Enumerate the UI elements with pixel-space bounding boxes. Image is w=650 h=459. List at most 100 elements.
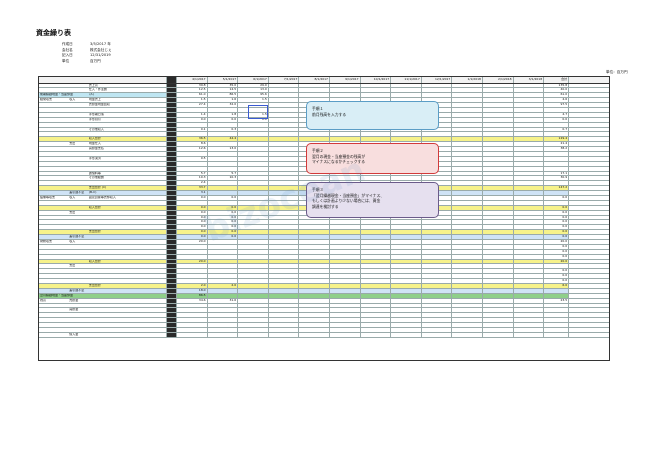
value-cell: 33.7 xyxy=(177,186,208,191)
value-cell xyxy=(177,269,208,274)
value-cell xyxy=(361,298,392,303)
row-label-part: 買掛金 xyxy=(69,308,79,312)
row-label-part xyxy=(40,264,69,268)
row-spacer xyxy=(167,264,177,269)
value-cell xyxy=(269,181,300,186)
row-label xyxy=(39,328,167,332)
value-cell xyxy=(391,274,422,279)
value-cell xyxy=(330,88,361,93)
value-cell xyxy=(360,259,392,264)
table-row: 0.0 xyxy=(39,269,609,275)
total-cell: 21.4 xyxy=(544,142,570,147)
value-cell xyxy=(482,235,514,239)
row-spacer xyxy=(167,181,177,186)
value-cell: 35.0 xyxy=(208,83,239,88)
row-label-part xyxy=(69,216,89,220)
value-cell xyxy=(238,313,269,318)
row-spacer xyxy=(167,318,177,323)
value-cell xyxy=(422,274,453,279)
value-cell xyxy=(269,156,300,161)
value-cell xyxy=(514,298,545,303)
value-cell: 0.0 xyxy=(208,225,239,230)
value-cell: 14.5 xyxy=(208,88,239,93)
value-cell xyxy=(177,200,208,205)
meta-row: 会社名 株式会社じぇ xyxy=(62,48,112,54)
value-cell xyxy=(422,151,453,156)
row-label: 売掛金現金回収 xyxy=(39,103,167,107)
value-cell xyxy=(361,240,392,244)
value-cell xyxy=(238,279,269,284)
row-spacer xyxy=(167,112,177,117)
row-spacer xyxy=(167,332,177,337)
total-cell xyxy=(544,151,570,156)
value-cell xyxy=(361,313,392,318)
value-cell xyxy=(238,127,269,132)
row-label-part xyxy=(89,255,165,259)
row-label-part xyxy=(40,108,69,112)
value-cell xyxy=(514,103,545,107)
value-cell xyxy=(514,303,545,308)
value-cell xyxy=(391,88,422,93)
value-cell xyxy=(452,142,483,147)
row-label: 仕入・外注費 xyxy=(39,88,167,93)
row-label-part xyxy=(89,289,165,293)
value-cell xyxy=(452,191,483,195)
value-cell xyxy=(269,200,300,205)
row-label-part xyxy=(40,211,69,215)
row-label-part xyxy=(89,211,165,215)
value-cell xyxy=(482,230,514,235)
value-cell xyxy=(238,215,269,220)
row-label-part xyxy=(69,103,89,107)
table-row: その他経費 10.3 10.3 30.9 xyxy=(39,176,609,182)
value-cell xyxy=(483,112,514,117)
value-cell xyxy=(391,259,422,264)
row-label: 支出合計 xyxy=(39,284,167,288)
value-cell xyxy=(177,303,208,308)
row-label-part: 支出 xyxy=(69,210,76,214)
value-cell xyxy=(513,186,545,191)
row-label xyxy=(39,225,167,230)
row-label-part xyxy=(40,269,69,273)
value-cell xyxy=(513,205,545,210)
value-cell xyxy=(299,83,330,88)
value-cell xyxy=(483,103,514,107)
row-label-part xyxy=(40,132,69,136)
row-label-part xyxy=(69,137,89,141)
value-cell xyxy=(391,328,422,332)
value-cell xyxy=(452,215,483,220)
table-row: 支出合計 2.0 2.0 6.0 xyxy=(39,284,609,289)
value-cell xyxy=(238,230,269,235)
step3-callout: 手順３ 「翌月繰越現金・当座預金」がマイナス、 もしくは計画より少ない場合には、… xyxy=(306,182,439,218)
value-cell xyxy=(177,279,208,284)
total-cell xyxy=(544,303,570,308)
row-spacer xyxy=(167,303,177,308)
value-cell xyxy=(514,220,545,225)
row-label: 残高 売掛金 xyxy=(39,298,167,303)
value-cell xyxy=(361,269,392,274)
value-cell xyxy=(299,244,330,249)
row-label-part xyxy=(40,274,69,278)
row-label-part: 差引過不足 xyxy=(69,288,85,292)
row-label xyxy=(39,318,167,323)
month-header: 11/1/2017 xyxy=(391,77,422,83)
value-cell xyxy=(452,83,483,88)
value-cell xyxy=(177,107,208,112)
value-cell xyxy=(361,274,392,279)
table-row: 0.0 xyxy=(39,274,609,280)
value-cell xyxy=(269,161,300,166)
row-label-part xyxy=(70,294,89,298)
value-cell xyxy=(360,230,392,235)
value-cell xyxy=(482,191,514,195)
value-cell xyxy=(268,288,300,293)
value-cell xyxy=(269,225,300,230)
value-cell xyxy=(514,215,545,220)
table-row: 借入金 xyxy=(39,332,609,338)
value-cell: 3.1 xyxy=(177,191,208,195)
value-cell xyxy=(238,181,269,186)
value-cell xyxy=(208,279,239,284)
row-label-part xyxy=(40,323,69,327)
total-cell xyxy=(544,161,570,166)
row-spacer xyxy=(167,259,177,264)
meta-block: 作成日 3/5/2017 年 会社名 株式会社じぇ 記入日 12/31/2019 単位… xyxy=(62,42,112,64)
row-label-part xyxy=(89,162,165,166)
